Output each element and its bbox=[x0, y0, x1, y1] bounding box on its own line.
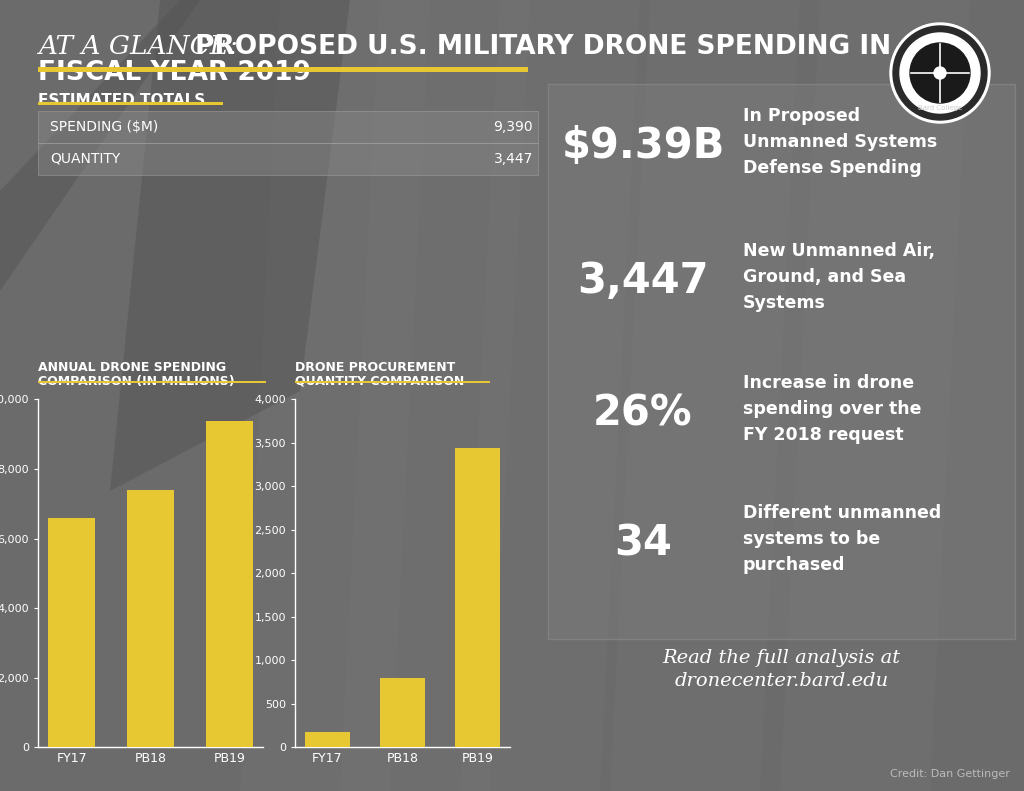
Bar bbox=[38, 380, 266, 383]
Bar bbox=[38, 67, 528, 72]
Circle shape bbox=[910, 43, 970, 103]
Polygon shape bbox=[240, 0, 430, 791]
Bar bbox=[38, 102, 223, 105]
Text: In Proposed
Unmanned Systems
Defense Spending: In Proposed Unmanned Systems Defense Spe… bbox=[743, 107, 937, 177]
Text: New Unmanned Air,
Ground, and Sea
Systems: New Unmanned Air, Ground, and Sea System… bbox=[743, 241, 935, 312]
Polygon shape bbox=[460, 0, 640, 791]
Text: 26%: 26% bbox=[593, 392, 693, 434]
Text: QUANTITY: QUANTITY bbox=[50, 152, 120, 166]
Text: Read the full analysis at: Read the full analysis at bbox=[663, 649, 900, 667]
Text: dronecenter.bard.edu: dronecenter.bard.edu bbox=[675, 672, 889, 690]
Circle shape bbox=[900, 33, 980, 113]
Bar bbox=[548, 84, 1015, 639]
Bar bbox=[38, 143, 538, 175]
Text: Increase in drone
spending over the
FY 2018 request: Increase in drone spending over the FY 2… bbox=[743, 373, 922, 445]
Polygon shape bbox=[610, 0, 800, 791]
Text: QUANTITY COMPARISON: QUANTITY COMPARISON bbox=[295, 375, 464, 388]
Polygon shape bbox=[110, 0, 350, 491]
Text: AT A GLANCE:: AT A GLANCE: bbox=[38, 34, 238, 59]
Text: ESTIMATED TOTALS: ESTIMATED TOTALS bbox=[38, 93, 205, 108]
Text: 3,447: 3,447 bbox=[494, 152, 534, 166]
Text: COMPARISON (IN MILLIONS): COMPARISON (IN MILLIONS) bbox=[38, 375, 234, 388]
Bar bbox=[127, 490, 174, 747]
Text: 9,390: 9,390 bbox=[494, 120, 534, 134]
Bar bbox=[206, 421, 253, 747]
Circle shape bbox=[893, 26, 987, 120]
Circle shape bbox=[934, 67, 946, 79]
Text: 34: 34 bbox=[614, 522, 672, 564]
Text: Bard College: Bard College bbox=[918, 105, 963, 111]
Bar bbox=[48, 518, 95, 747]
Text: Different unmanned
systems to be
purchased: Different unmanned systems to be purchas… bbox=[743, 504, 941, 574]
Bar bbox=[295, 380, 490, 383]
Text: PROPOSED U.S. MILITARY DRONE SPENDING IN: PROPOSED U.S. MILITARY DRONE SPENDING IN bbox=[186, 34, 891, 60]
Polygon shape bbox=[0, 0, 200, 291]
Text: FISCAL YEAR 2019: FISCAL YEAR 2019 bbox=[38, 60, 311, 86]
Text: DRONE PROCUREMENT: DRONE PROCUREMENT bbox=[295, 361, 456, 374]
Bar bbox=[380, 678, 425, 747]
Bar bbox=[305, 732, 350, 747]
Text: $9.39B: $9.39B bbox=[561, 125, 725, 167]
Bar bbox=[455, 448, 500, 747]
Polygon shape bbox=[780, 0, 970, 791]
Text: ANNUAL DRONE SPENDING: ANNUAL DRONE SPENDING bbox=[38, 361, 226, 374]
Bar bbox=[38, 111, 538, 143]
Polygon shape bbox=[340, 0, 530, 791]
Text: Credit: Dan Gettinger: Credit: Dan Gettinger bbox=[890, 769, 1010, 779]
Text: SPENDING ($M): SPENDING ($M) bbox=[50, 120, 159, 134]
Circle shape bbox=[890, 23, 990, 123]
Text: 3,447: 3,447 bbox=[578, 260, 709, 302]
